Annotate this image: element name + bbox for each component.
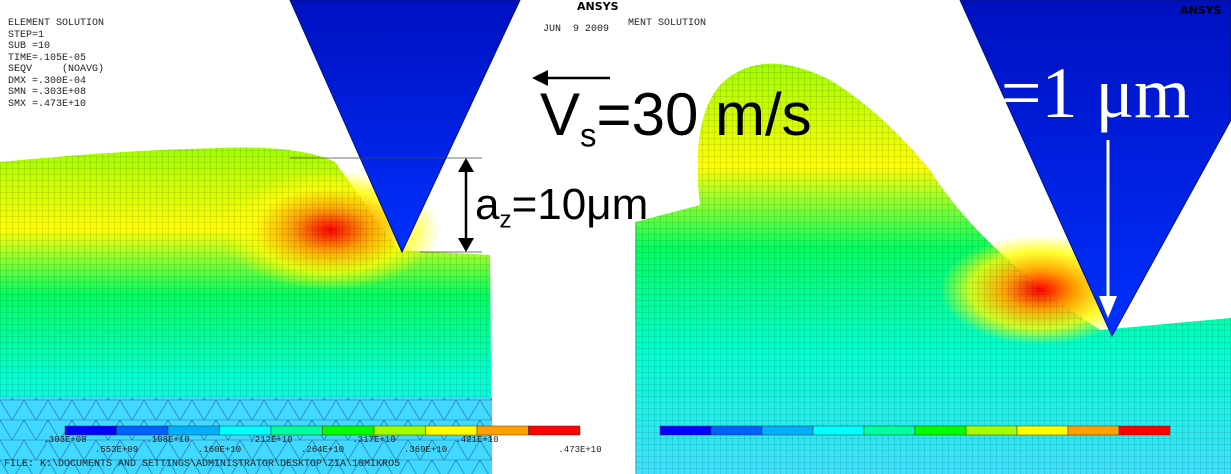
legend-swatch bbox=[426, 426, 478, 435]
legend-swatch bbox=[220, 426, 272, 435]
legend bbox=[660, 426, 1170, 435]
legend-swatch bbox=[660, 426, 711, 435]
legend-label: .369E+10 bbox=[404, 445, 447, 455]
figure: .303E+08 .553E+09 .108E+10 .160E+10 .212E+10… bbox=[0, 0, 1231, 474]
legend-swatch bbox=[1017, 426, 1068, 435]
file-path: FILE: K:\DOCUMENTS AND SETTINGS\ADMINIST… bbox=[4, 459, 400, 471]
legend-swatch bbox=[762, 426, 813, 435]
text: =30 m/s bbox=[597, 81, 812, 148]
logo: ANSYS bbox=[577, 0, 619, 13]
legend-label: .108E+10 bbox=[146, 435, 189, 445]
legend-label: .421E+10 bbox=[455, 435, 498, 445]
legend-swatch bbox=[915, 426, 966, 435]
legend-swatch bbox=[1068, 426, 1119, 435]
legend-label: .264E+10 bbox=[301, 445, 344, 455]
date: JUN 9 2009 bbox=[543, 24, 609, 36]
subscript: s bbox=[580, 117, 597, 154]
legend-label: .303E+08 bbox=[43, 435, 86, 445]
header-line: SMN =.303E+08 bbox=[8, 87, 104, 99]
legend-label: .553E+09 bbox=[95, 445, 138, 455]
legend-swatch bbox=[813, 426, 864, 435]
legend-label: .160E+10 bbox=[198, 445, 241, 455]
logo: ANSYS bbox=[1180, 4, 1222, 17]
header-line: SEQV (NOAVG) bbox=[8, 64, 104, 76]
legend-swatch bbox=[864, 426, 915, 435]
header: MENT SOLUTION bbox=[628, 18, 706, 30]
text: V bbox=[540, 81, 580, 148]
text: =10μm bbox=[512, 180, 649, 229]
legend-swatch bbox=[271, 426, 323, 435]
legend-swatch bbox=[966, 426, 1017, 435]
header-line: DMX =.300E-04 bbox=[8, 76, 104, 88]
legend-swatch bbox=[1119, 426, 1170, 435]
legend-swatch bbox=[374, 426, 426, 435]
header-line: SMX =.473E+10 bbox=[8, 99, 104, 111]
legend-swatch bbox=[168, 426, 220, 435]
legend-label: .473E+10 bbox=[558, 445, 601, 455]
velocity-label: Vs=30 m/s bbox=[540, 80, 812, 155]
header-line: ELEMENT SOLUTION bbox=[8, 18, 104, 30]
legend-swatch bbox=[529, 426, 581, 435]
radius-label: ρ=1 μm bbox=[965, 52, 1190, 135]
legend-swatch bbox=[65, 426, 117, 435]
legend-swatch bbox=[117, 426, 169, 435]
header-line: TIME=.105E-05 bbox=[8, 53, 104, 65]
legend-label: .317E+10 bbox=[352, 435, 395, 445]
legend-swatch bbox=[711, 426, 762, 435]
header-line: STEP=1 bbox=[8, 30, 104, 42]
text: a bbox=[475, 180, 499, 229]
depth-label: az=10μm bbox=[475, 180, 648, 234]
subscript: z bbox=[499, 206, 511, 233]
header-line: SUB =10 bbox=[8, 41, 104, 53]
legend-swatch bbox=[477, 426, 529, 435]
legend-swatch bbox=[323, 426, 375, 435]
legend-label: .212E+10 bbox=[249, 435, 292, 445]
